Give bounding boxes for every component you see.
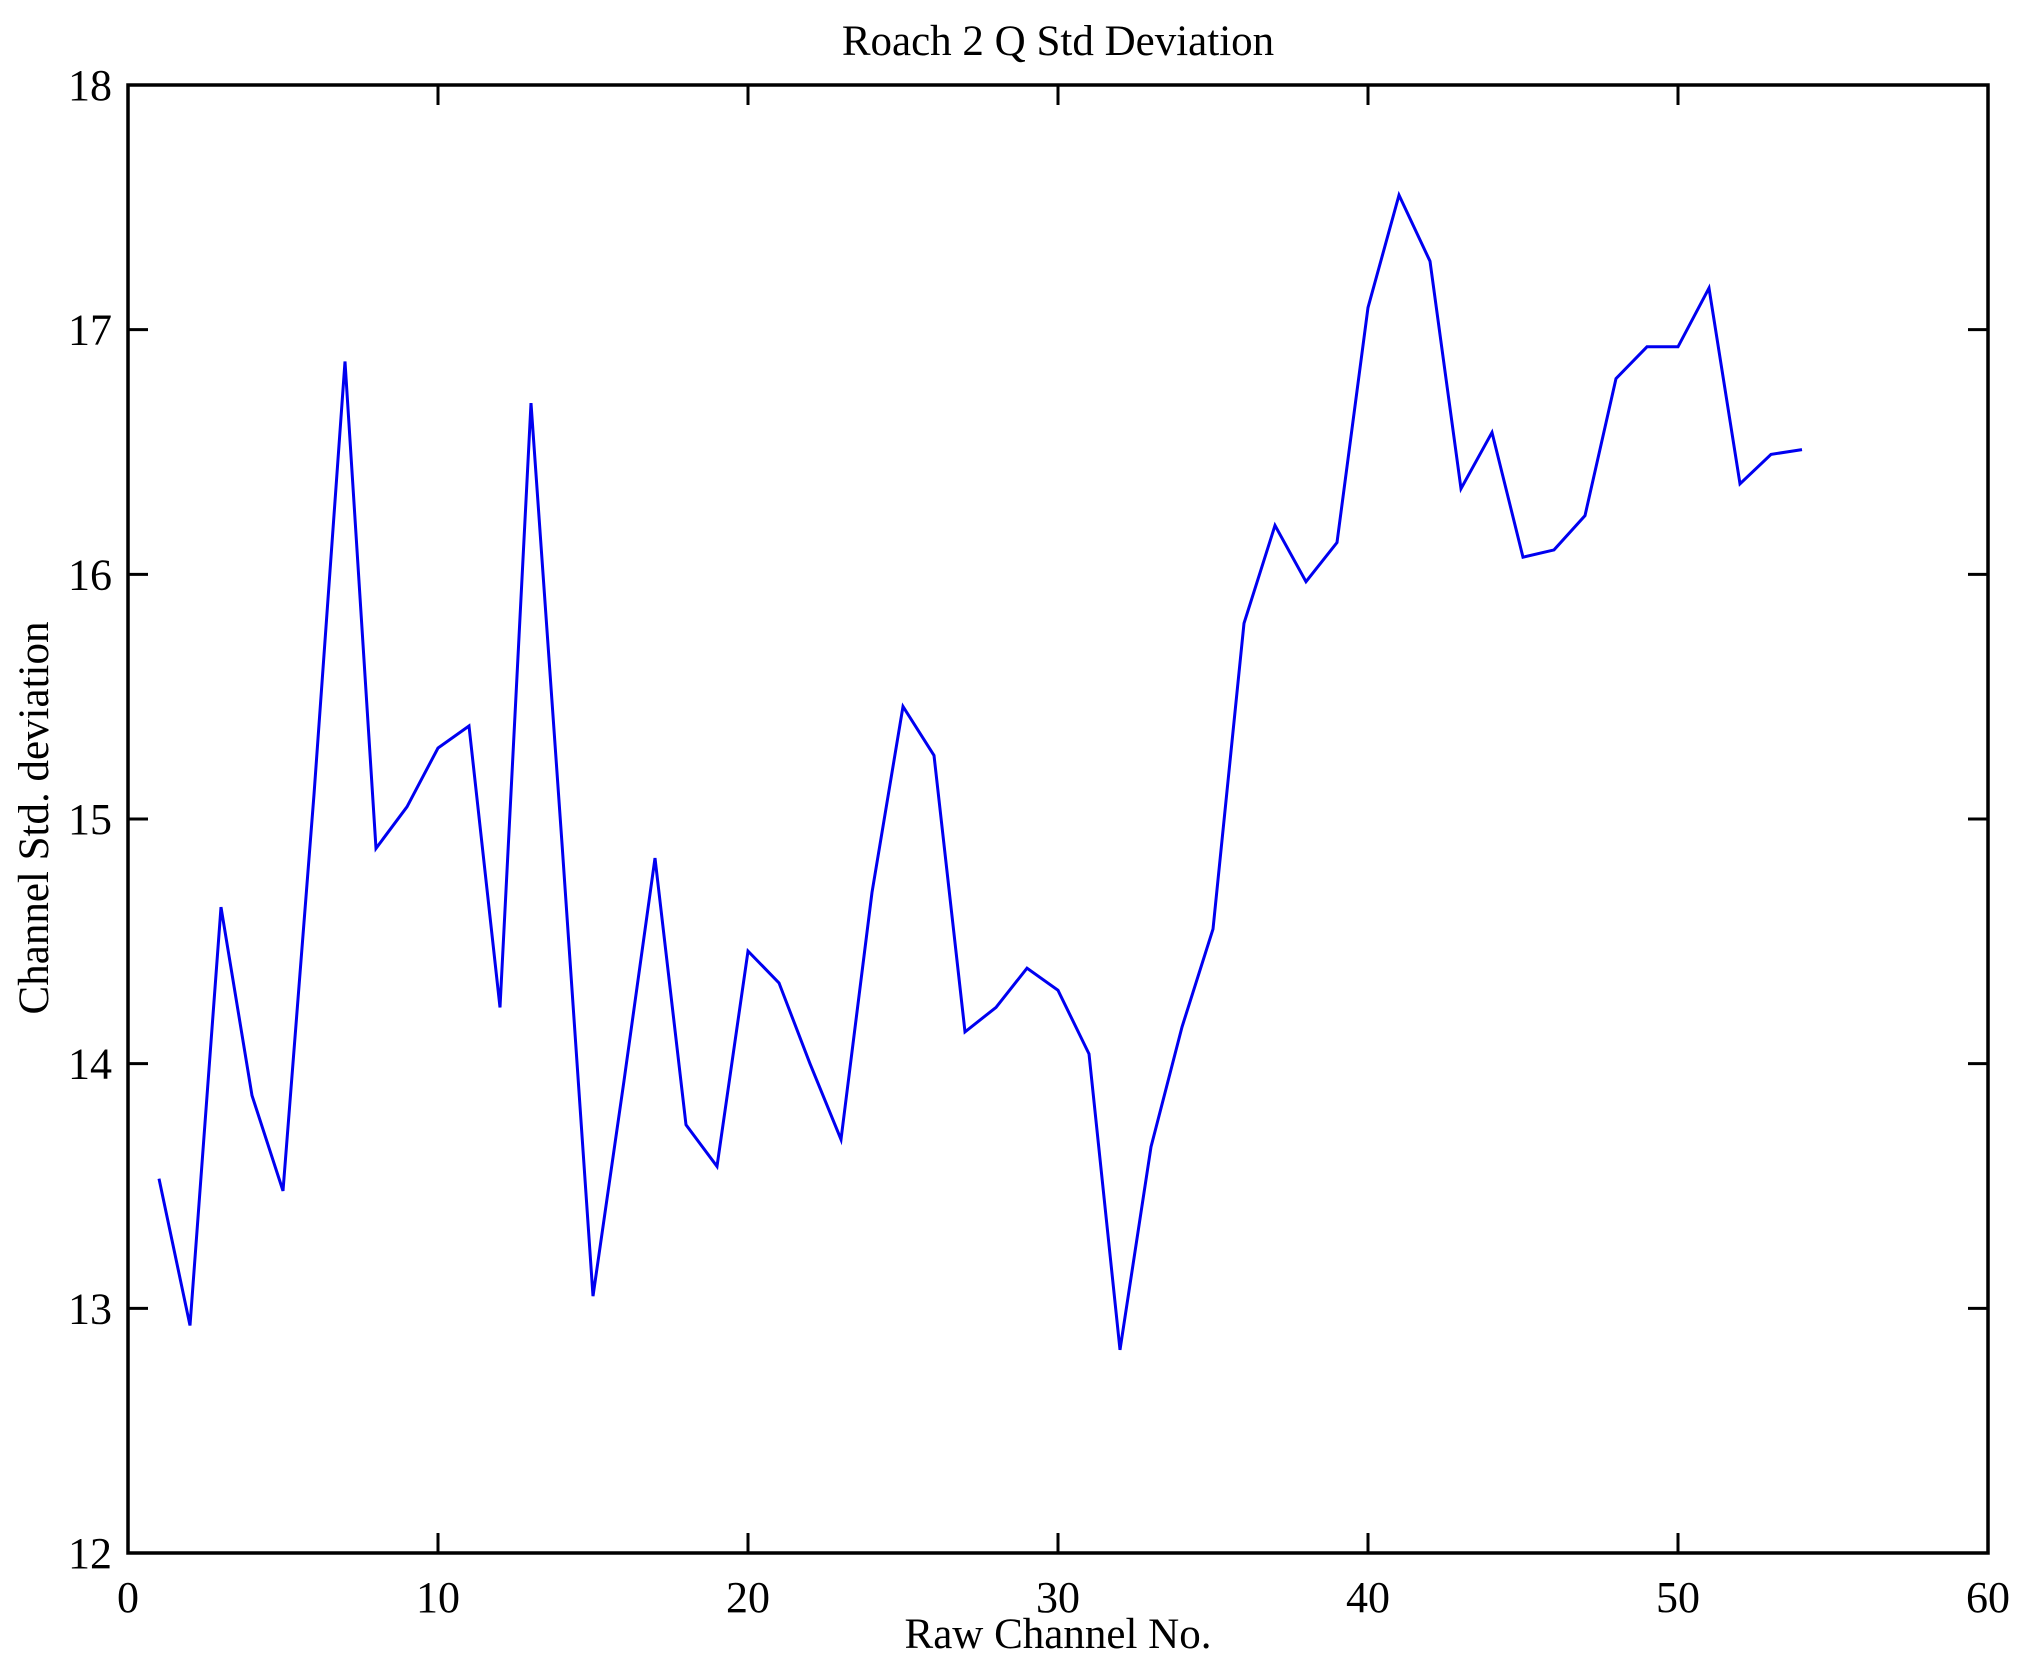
axis-ticks [126,83,1990,1555]
y-tick-label: 18 [68,61,112,110]
y-tick-label: 14 [68,1040,112,1089]
y-tick-label: 13 [68,1284,112,1333]
axis-tick-labels: 0 10 20 30 40 50 60 12 13 14 15 16 17 18 [68,61,2010,1622]
y-tick-label: 17 [68,306,112,355]
x-tick-label: 30 [1036,1573,1080,1622]
y-axis-label: Channel Std. deviation [11,622,58,1015]
data-series [157,190,1803,1351]
series-line [157,190,1803,1351]
x-tick-label: 50 [1656,1573,1700,1622]
axes-box [126,83,1990,1555]
x-tick-label: 0 [117,1573,139,1622]
x-tick-label: 20 [726,1573,770,1622]
x-tick-label: 60 [1966,1573,2010,1622]
chart-title: Roach 2 Q Std Deviation [842,18,1274,65]
y-tick-label: 16 [68,550,112,599]
x-tick-label: 40 [1346,1573,1390,1622]
y-tick-label: 15 [68,795,112,844]
y-tick-label: 12 [68,1529,112,1578]
x-tick-label: 10 [416,1573,460,1622]
x-axis-label: Raw Channel No. [905,1611,1212,1658]
